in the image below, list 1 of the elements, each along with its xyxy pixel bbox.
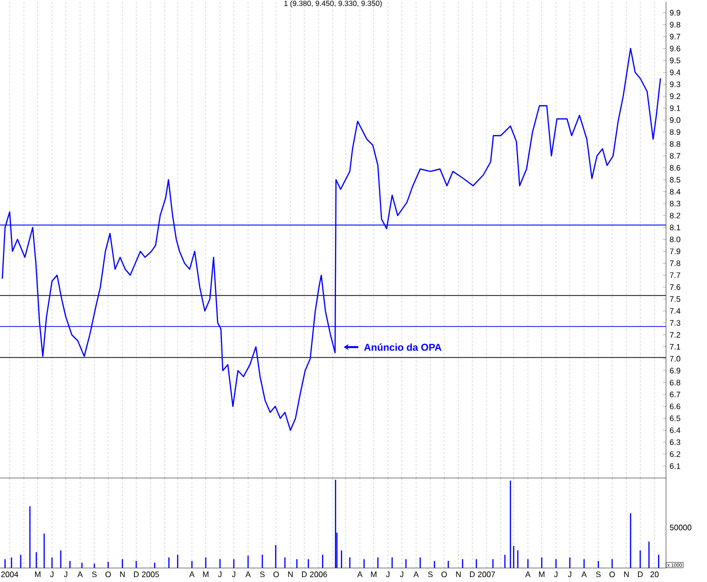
annotation: Anúncio da OPA bbox=[364, 343, 442, 351]
